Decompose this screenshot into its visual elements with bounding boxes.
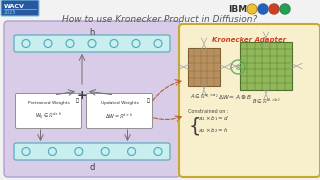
Text: $a_1 \times b_1 = d$: $a_1 \times b_1 = d$ <box>198 114 229 123</box>
Bar <box>240 42 292 90</box>
Text: $\Delta W = \mathbb{R}^{d\times h}$: $\Delta W = \mathbb{R}^{d\times h}$ <box>105 111 133 121</box>
Text: 🔥: 🔥 <box>147 98 149 102</box>
Circle shape <box>247 4 257 14</box>
Text: IBM: IBM <box>228 4 247 14</box>
Circle shape <box>48 147 56 156</box>
Circle shape <box>269 4 279 14</box>
FancyBboxPatch shape <box>4 21 180 177</box>
Text: $A \in \mathbb{R}^{a_1 \times a_2}$: $A \in \mathbb{R}^{a_1 \times a_2}$ <box>190 93 218 102</box>
Circle shape <box>101 147 109 156</box>
Bar <box>188 48 220 86</box>
Text: d: d <box>89 163 95 172</box>
FancyBboxPatch shape <box>86 93 153 129</box>
Text: WACV: WACV <box>4 4 25 9</box>
Circle shape <box>132 39 140 48</box>
Circle shape <box>154 147 162 156</box>
Circle shape <box>110 39 118 48</box>
Circle shape <box>128 147 136 156</box>
FancyBboxPatch shape <box>14 143 170 160</box>
Text: Pretrained Weights: Pretrained Weights <box>28 101 69 105</box>
Text: 2025: 2025 <box>4 10 17 15</box>
Text: h: h <box>89 28 95 37</box>
Text: $a_2 \times b_2 = h$: $a_2 \times b_2 = h$ <box>198 127 229 135</box>
Circle shape <box>258 4 268 14</box>
FancyBboxPatch shape <box>15 93 82 129</box>
Text: $\Delta W = A \otimes B$: $\Delta W = A \otimes B$ <box>218 93 252 101</box>
Text: How to use Kronecker Product in Diffusion?: How to use Kronecker Product in Diffusio… <box>62 15 258 24</box>
Text: Kronecker Adapter: Kronecker Adapter <box>212 37 287 43</box>
Text: 🔒: 🔒 <box>76 98 78 102</box>
Circle shape <box>88 39 96 48</box>
Circle shape <box>280 4 290 14</box>
Text: {: { <box>189 116 201 136</box>
Circle shape <box>22 39 30 48</box>
FancyBboxPatch shape <box>179 24 320 177</box>
Text: $B \in \mathbb{R}^{b_1 \times b_2}$: $B \in \mathbb{R}^{b_1 \times b_2}$ <box>252 96 280 106</box>
Circle shape <box>75 147 83 156</box>
Circle shape <box>44 39 52 48</box>
Text: Updated Weights: Updated Weights <box>100 101 139 105</box>
FancyBboxPatch shape <box>14 35 170 52</box>
Circle shape <box>154 39 162 48</box>
Text: Constrained on :: Constrained on : <box>188 109 228 114</box>
Text: ⊗: ⊗ <box>235 62 242 71</box>
Circle shape <box>66 39 74 48</box>
Circle shape <box>22 147 30 156</box>
Text: +: + <box>77 89 87 102</box>
Text: $W_0 \in \mathbb{R}^{d\times h}$: $W_0 \in \mathbb{R}^{d\times h}$ <box>35 111 62 121</box>
FancyBboxPatch shape <box>1 0 39 16</box>
